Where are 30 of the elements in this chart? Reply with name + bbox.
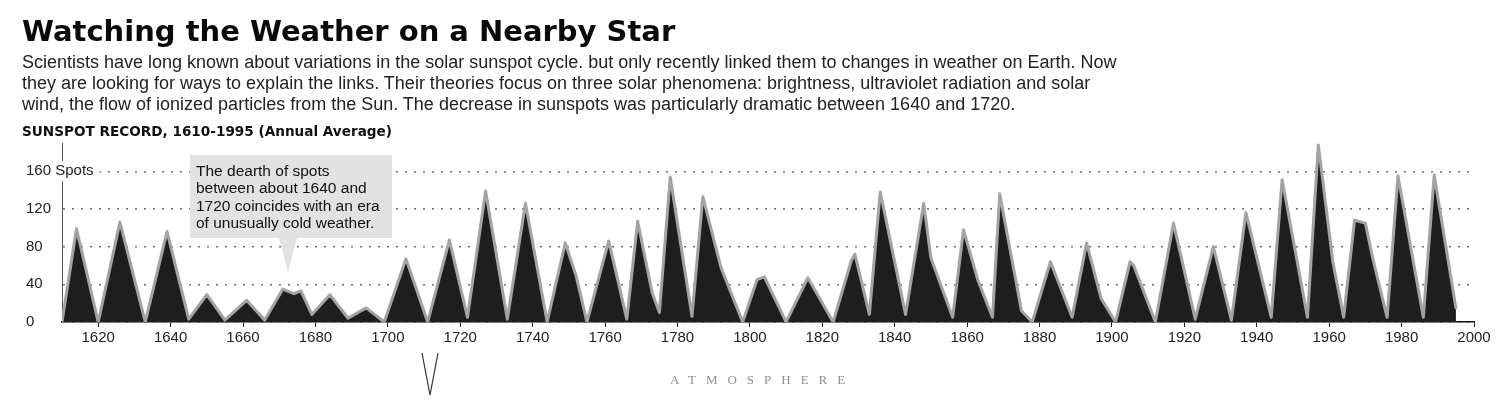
x-tick-label: 1960 bbox=[1312, 328, 1346, 346]
x-tick-label: 1700 bbox=[371, 328, 405, 346]
x-tick-label: 1720 bbox=[443, 328, 477, 346]
x-tick-label: 1980 bbox=[1384, 328, 1419, 346]
x-tick-label: 1680 bbox=[298, 328, 333, 346]
text: SUNSPOT RECORD, 1610-1995 (Annual Average) bbox=[22, 123, 392, 139]
x-tick-label: 1660 bbox=[226, 328, 260, 346]
text: ATMOSPHERE bbox=[670, 372, 856, 388]
x-tick-label: 1780 bbox=[660, 328, 695, 346]
x-tick-label: 1860 bbox=[950, 328, 984, 346]
annotation: The dearth of spots between about 1640 and 1720 coincides with an era of unusually cold weather. bbox=[190, 155, 392, 239]
y-tick-label: 160 Spots bbox=[26, 161, 94, 179]
x-tick-label: 1940 bbox=[1240, 328, 1274, 346]
y-tick-label: 80 bbox=[26, 236, 43, 254]
y-tick-label: 40 bbox=[26, 274, 43, 292]
chart-title: Watching the Weather on a Nearby Star bbox=[22, 14, 676, 48]
x-tick-label: 1800 bbox=[733, 328, 767, 346]
x-tick-label: 1880 bbox=[1022, 328, 1057, 346]
x-tick-label: 1760 bbox=[588, 328, 622, 346]
x-tick-label: 1620 bbox=[81, 328, 115, 346]
chart-subtitle: Scientists have long known about variations in the solar sunspot cycle. but only recently linked them to changes in weather on Earth. Now they are looking for ways to explain the links. Their theories focus on three solar phenomena: brightness, ultraviolet radiation and solar wind, the flow of ionized particles from the Sun. The decrease in sunspots was particularly dramatic between 1640 and 1720. bbox=[22, 52, 1118, 115]
y-tick-label: 0 bbox=[26, 312, 35, 330]
x-tick-label: 1840 bbox=[878, 328, 912, 346]
x-tick-label: 2000 bbox=[1457, 328, 1491, 346]
y-tick-label: 120 bbox=[26, 199, 52, 217]
x-tick-label: 1640 bbox=[153, 328, 188, 346]
x-tick-label: 1740 bbox=[515, 328, 550, 346]
x-tick-label: 1820 bbox=[805, 328, 839, 346]
x-tick-label: 1920 bbox=[1167, 328, 1202, 346]
x-tick-label: 1900 bbox=[1095, 328, 1129, 346]
